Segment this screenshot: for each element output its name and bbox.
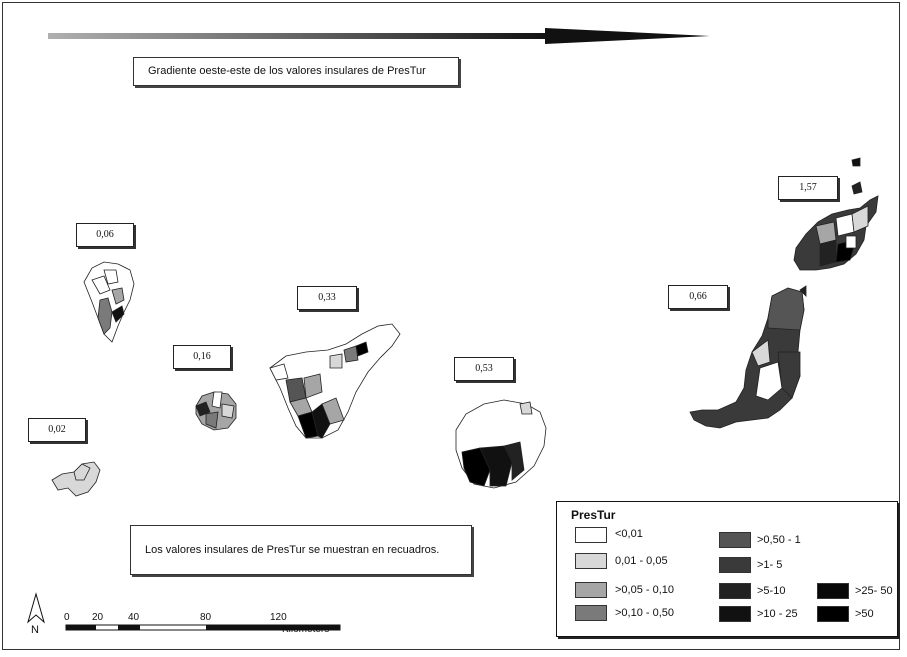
- values-info-text: Los valores insulares de PresTur se mues…: [145, 543, 440, 556]
- legend-label: >0,10 - 0,50: [615, 607, 675, 619]
- island-fuerteventura: [689, 285, 807, 429]
- legend-swatch: [575, 553, 607, 569]
- value-box-lanzarote: 1,57: [778, 176, 838, 200]
- scale-tick-label: 40: [128, 612, 140, 623]
- value-label: 0,16: [193, 351, 211, 362]
- north-label: N: [31, 624, 39, 636]
- legend-label: >10 - 25: [757, 608, 798, 620]
- scale-bar: [65, 624, 341, 631]
- legend-swatch: [817, 606, 849, 622]
- legend-swatch: [719, 557, 751, 573]
- legend-swatch: [719, 532, 751, 548]
- legend-swatch: [719, 583, 751, 599]
- island-gran-canaria: [455, 399, 547, 489]
- value-label: 0,02: [48, 424, 66, 435]
- legend-label: >1- 5: [757, 559, 783, 571]
- scale-unit-label: Kilometers: [282, 624, 330, 635]
- legend: PresTur <0,01 0,01 - 0,05 >0,05 - 0,10 >…: [556, 501, 898, 637]
- legend-swatch: [575, 605, 607, 621]
- legend-swatch: [817, 583, 849, 599]
- gradient-arrow: [48, 28, 710, 44]
- legend-title: PresTur: [571, 508, 616, 522]
- value-label: 0,06: [96, 229, 114, 240]
- island-el-hierro: [51, 461, 101, 497]
- island-lanzarote: [793, 157, 879, 271]
- legend-label: >0,50 - 1: [757, 534, 801, 546]
- island-la-gomera: [195, 391, 237, 431]
- island-la-palma: [83, 261, 135, 343]
- value-box-el-hierro: 0,02: [28, 418, 86, 442]
- north-arrow-icon: [27, 592, 45, 624]
- legend-label: >5-10: [757, 585, 786, 597]
- scale-tick-label: 120: [270, 612, 287, 623]
- gradient-note: Gradiente oeste-este de los valores insu…: [133, 57, 459, 86]
- legend-label: >0,05 - 0,10: [615, 584, 675, 596]
- legend-label: <0,01: [615, 528, 643, 540]
- legend-label: 0,01 - 0,05: [615, 555, 668, 567]
- value-box-tenerife: 0,33: [297, 286, 357, 310]
- legend-label: >25- 50: [855, 585, 893, 597]
- legend-label: >50: [855, 608, 874, 620]
- legend-swatch: [575, 527, 607, 543]
- legend-swatch: [575, 582, 607, 598]
- gradient-note-text: Gradiente oeste-este de los valores insu…: [148, 65, 426, 77]
- map-frame: [2, 2, 900, 650]
- value-label: 1,57: [799, 182, 817, 193]
- scale-tick-label: 20: [92, 612, 104, 623]
- scale-tick-label: 0: [64, 612, 70, 623]
- scale-tick-label: 80: [200, 612, 212, 623]
- island-tenerife: [269, 323, 401, 439]
- value-box-la-palma: 0,06: [76, 223, 134, 247]
- value-box-gran-canaria: 0,53: [454, 357, 514, 381]
- value-box-fuerteventura: 0,66: [668, 285, 728, 309]
- values-info-note: Los valores insulares de PresTur se mues…: [130, 525, 472, 575]
- legend-swatch: [719, 606, 751, 622]
- value-label: 0,53: [475, 363, 493, 374]
- value-label: 0,66: [689, 291, 707, 302]
- value-label: 0,33: [318, 292, 336, 303]
- value-box-la-gomera: 0,16: [173, 345, 231, 369]
